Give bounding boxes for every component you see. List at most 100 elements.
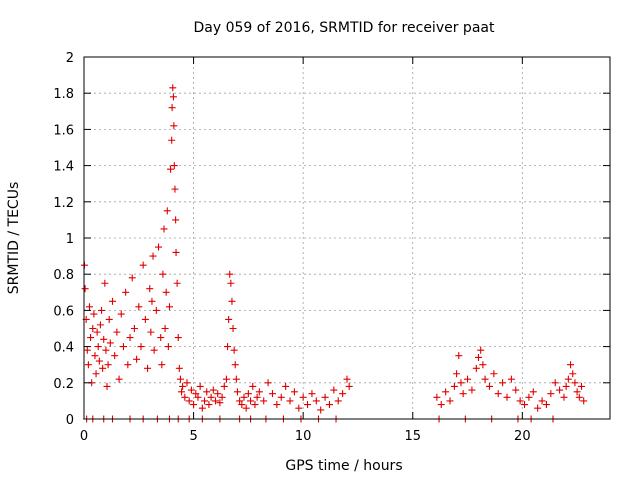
data-point bbox=[442, 388, 450, 396]
data-point bbox=[534, 404, 542, 412]
data-point bbox=[122, 288, 130, 296]
data-point bbox=[178, 388, 186, 396]
data-point bbox=[516, 397, 524, 405]
data-point bbox=[507, 375, 515, 383]
data-point bbox=[547, 390, 555, 398]
data-point bbox=[339, 390, 347, 398]
x-tick-labels: 0 5 10 15 20 bbox=[80, 429, 531, 444]
y-tick-label: 1 bbox=[66, 232, 74, 247]
data-point bbox=[260, 397, 268, 405]
data-point bbox=[150, 346, 158, 354]
data-point bbox=[157, 334, 165, 342]
data-point bbox=[139, 261, 147, 269]
chart-title: Day 059 of 2016, SRMTID for receiver paa… bbox=[194, 20, 495, 36]
data-point bbox=[81, 285, 89, 293]
data-point bbox=[212, 397, 219, 405]
data-point bbox=[481, 375, 489, 383]
data-point bbox=[171, 185, 179, 193]
data-point bbox=[225, 315, 233, 323]
data-point bbox=[218, 393, 226, 401]
data-point bbox=[192, 390, 200, 398]
data-point bbox=[231, 361, 239, 369]
data-point bbox=[176, 375, 184, 383]
data-point bbox=[146, 285, 154, 293]
data-point bbox=[253, 393, 261, 401]
data-point bbox=[198, 404, 206, 412]
data-point bbox=[165, 303, 173, 311]
y-tick-label: 0 bbox=[66, 413, 74, 428]
data-point bbox=[152, 306, 160, 314]
data-point bbox=[567, 361, 575, 369]
data-point bbox=[542, 401, 550, 409]
data-point bbox=[155, 243, 163, 251]
data-point bbox=[104, 361, 112, 369]
data-point bbox=[240, 393, 248, 401]
data-point bbox=[83, 346, 91, 354]
data-point bbox=[551, 379, 559, 387]
data-point bbox=[472, 364, 480, 372]
data-point bbox=[325, 401, 333, 409]
data-point bbox=[282, 382, 290, 390]
data-point bbox=[111, 352, 119, 360]
data-point bbox=[238, 401, 246, 409]
data-point bbox=[236, 397, 244, 405]
data-point bbox=[317, 406, 325, 414]
data-point bbox=[115, 375, 123, 383]
data-point bbox=[233, 388, 241, 396]
data-point bbox=[201, 397, 209, 405]
x-tick-label: 15 bbox=[404, 429, 421, 444]
data-point bbox=[181, 393, 189, 401]
data-point bbox=[173, 279, 181, 287]
data-point bbox=[85, 303, 93, 311]
data-point bbox=[172, 216, 180, 224]
data-point bbox=[433, 393, 441, 401]
data-point bbox=[164, 343, 172, 351]
data-point bbox=[209, 386, 217, 394]
data-point bbox=[571, 379, 579, 387]
data-point bbox=[119, 343, 127, 351]
data-point bbox=[95, 357, 103, 365]
data-point bbox=[299, 393, 307, 401]
y-tick-label: 0.2 bbox=[53, 377, 74, 392]
data-point bbox=[227, 279, 235, 287]
data-point bbox=[268, 390, 276, 398]
data-point bbox=[222, 375, 230, 383]
data-point bbox=[187, 386, 195, 394]
data-point bbox=[91, 352, 99, 360]
data-point bbox=[479, 361, 487, 369]
data-point bbox=[494, 390, 502, 398]
data-point bbox=[84, 361, 92, 369]
data-point bbox=[521, 401, 529, 409]
data-point bbox=[277, 393, 285, 401]
data-point bbox=[96, 321, 104, 329]
data-point bbox=[295, 404, 303, 412]
data-point bbox=[345, 382, 353, 390]
data-point bbox=[108, 297, 116, 305]
data-point bbox=[529, 388, 537, 396]
y-tick-label: 0.6 bbox=[53, 304, 74, 319]
data-point bbox=[457, 379, 465, 387]
data-point bbox=[158, 361, 166, 369]
data-point bbox=[560, 393, 568, 401]
data-point bbox=[128, 274, 136, 282]
data-point bbox=[102, 346, 110, 354]
data-point bbox=[94, 343, 102, 351]
data-point bbox=[214, 390, 222, 398]
y-tick-label: 1.4 bbox=[53, 160, 74, 175]
x-tick-label: 5 bbox=[189, 429, 197, 444]
y-tick-label: 1.6 bbox=[53, 123, 74, 138]
data-point bbox=[194, 393, 202, 401]
x-axis-label: GPS time / hours bbox=[285, 458, 402, 474]
data-point bbox=[308, 390, 316, 398]
data-point bbox=[556, 386, 564, 394]
data-point bbox=[512, 386, 520, 394]
data-point bbox=[89, 325, 97, 332]
data-point bbox=[464, 375, 472, 383]
data-point bbox=[113, 328, 121, 336]
data-point bbox=[106, 339, 114, 347]
data-point bbox=[190, 401, 198, 409]
data-point bbox=[167, 165, 175, 173]
data-point bbox=[475, 353, 482, 361]
data-point bbox=[183, 379, 191, 387]
